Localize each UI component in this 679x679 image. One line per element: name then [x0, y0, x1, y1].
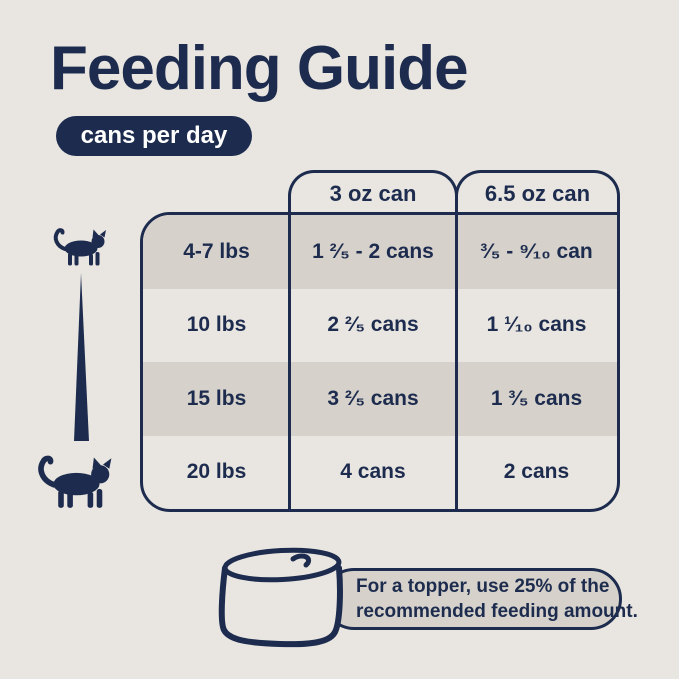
- large-cat-icon: [38, 455, 112, 508]
- amount-3oz-cell: 2 ²⁄₅ cans: [327, 313, 419, 337]
- table-row: 15 lbs 3 ²⁄₅ cans 1 ³⁄₅ cans: [143, 362, 617, 436]
- table-row: 20 lbs 4 cans 2 cans: [143, 436, 617, 510]
- note-line: recommended feeding amount.: [356, 601, 638, 622]
- size-wedge-icon: [74, 273, 89, 441]
- note-line: For a topper, use 25% of the: [356, 576, 610, 597]
- amount-3oz-cell: 4 cans: [340, 460, 406, 484]
- table-row: 10 lbs 2 ²⁄₅ cans 1 ¹⁄₁₀ cans: [143, 289, 617, 363]
- amount-3oz-cell: 3 ²⁄₅ cans: [327, 386, 419, 410]
- column-divider: [288, 215, 291, 509]
- amount-65oz-cell: ³⁄₅ - ⁹⁄₁₀ can: [480, 239, 593, 263]
- table-row: 4-7 lbs 1 ²⁄₅ - 2 cans ³⁄₅ - ⁹⁄₁₀ can: [143, 215, 617, 289]
- weight-cell: 20 lbs: [186, 460, 247, 484]
- feeding-table: 4-7 lbs 1 ²⁄₅ - 2 cans ³⁄₅ - ⁹⁄₁₀ can 10…: [140, 212, 620, 512]
- wet-food-can-icon: [218, 547, 343, 648]
- weight-cell: 10 lbs: [186, 313, 247, 337]
- amount-3oz-cell: 1 ²⁄₅ - 2 cans: [312, 239, 434, 263]
- page-title: Feeding Guide: [50, 34, 469, 103]
- column-header-65oz: 6.5 oz can: [455, 170, 620, 215]
- column-header-label: 6.5 oz can: [484, 181, 591, 206]
- amount-65oz-cell: 1 ¹⁄₁₀ cans: [486, 313, 587, 337]
- badge-label: cans per day: [80, 122, 228, 149]
- weight-cell: 4-7 lbs: [183, 239, 250, 263]
- small-cat-icon: [53, 228, 106, 266]
- topper-note: For a topper, use 25% of the recommended…: [323, 568, 638, 630]
- pull-tab: [290, 553, 312, 568]
- column-divider: [455, 215, 458, 509]
- column-header-3oz: 3 oz can: [288, 170, 458, 215]
- cans-per-day-badge: cans per day: [56, 116, 252, 156]
- amount-65oz-cell: 1 ³⁄₅ cans: [490, 386, 583, 410]
- amount-65oz-cell: 2 cans: [503, 460, 570, 484]
- weight-cell: 15 lbs: [186, 386, 247, 410]
- column-header-label: 3 oz can: [329, 181, 417, 206]
